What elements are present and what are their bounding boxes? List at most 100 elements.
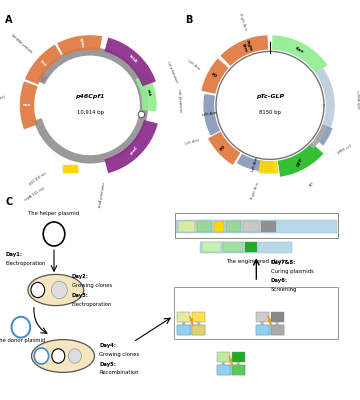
Text: exo: exo (23, 103, 31, 107)
Bar (192, 325, 205, 335)
Ellipse shape (32, 340, 94, 372)
Circle shape (138, 111, 145, 118)
Text: gfp: gfp (308, 180, 315, 187)
Text: Growing clones: Growing clones (72, 283, 112, 288)
Text: Kan: Kan (294, 46, 305, 54)
Bar (63, 166, 78, 173)
Polygon shape (237, 154, 274, 172)
Polygon shape (258, 160, 278, 174)
Text: Growing clones: Growing clones (99, 352, 139, 357)
Bar (226, 221, 241, 232)
Text: Day1:: Day1: (5, 252, 22, 257)
Polygon shape (207, 80, 211, 100)
Text: B: B (185, 15, 193, 25)
Bar (175, 213, 338, 238)
Circle shape (52, 349, 65, 363)
Polygon shape (208, 132, 240, 165)
Bar (261, 221, 276, 232)
Polygon shape (266, 42, 286, 43)
Bar (245, 242, 257, 252)
Bar (243, 221, 259, 232)
Circle shape (12, 317, 30, 338)
Text: FO: FO (211, 72, 218, 79)
Bar (192, 312, 205, 322)
Polygon shape (220, 35, 268, 66)
Bar (232, 352, 245, 362)
Polygon shape (197, 322, 201, 325)
Polygon shape (268, 166, 285, 168)
Text: Recombination: Recombination (99, 370, 139, 375)
Text: 10,914 bp: 10,914 bp (77, 110, 103, 115)
Bar (177, 325, 190, 335)
Text: Curing plasmids: Curing plasmids (271, 269, 314, 274)
Bar (232, 365, 245, 375)
Bar (177, 325, 205, 335)
Text: 8150 bp: 8150 bp (259, 110, 281, 115)
Polygon shape (182, 322, 185, 325)
Text: C: C (5, 197, 13, 207)
Bar (174, 287, 338, 339)
Polygon shape (29, 70, 36, 89)
Text: pTc-GLP: pTc-GLP (256, 94, 284, 99)
Polygon shape (104, 120, 158, 173)
Polygon shape (54, 44, 72, 53)
Text: Screening: Screening (271, 287, 297, 292)
Text: Left Arm: Left Arm (186, 58, 201, 71)
Text: p46Cpf1: p46Cpf1 (75, 94, 105, 99)
Bar (256, 312, 269, 322)
Text: cat: cat (146, 89, 152, 97)
Bar (200, 242, 292, 253)
Text: tetA: tetA (128, 54, 138, 64)
Polygon shape (25, 45, 62, 84)
Polygon shape (310, 124, 328, 149)
Bar (176, 220, 337, 233)
Polygon shape (20, 81, 37, 130)
Circle shape (51, 281, 67, 299)
Polygon shape (226, 152, 243, 163)
Circle shape (68, 349, 81, 363)
Text: Day6:: Day6: (271, 278, 288, 283)
Circle shape (43, 222, 65, 246)
Polygon shape (138, 69, 148, 86)
Polygon shape (275, 322, 279, 325)
Text: Right Arm: Right Arm (238, 12, 247, 31)
Bar (217, 352, 230, 362)
Text: pMB1-cr2: pMB1-cr2 (337, 143, 353, 154)
Bar (202, 242, 221, 252)
Text: cpf1: cpf1 (0, 95, 6, 100)
Text: Left Arm: Left Arm (251, 157, 259, 173)
Text: Left Arm: Left Arm (202, 111, 217, 117)
Polygon shape (260, 322, 264, 325)
Bar (217, 365, 230, 375)
Polygon shape (278, 143, 324, 177)
Polygon shape (308, 142, 323, 158)
Text: Day4:: Day4: (99, 343, 116, 348)
Bar (256, 325, 284, 335)
Text: repA 101 (ts): repA 101 (ts) (24, 186, 46, 202)
Text: crRNA gap: crRNA gap (355, 90, 360, 109)
Text: Day2:: Day2: (72, 274, 89, 279)
Text: The helper plasmid: The helper plasmid (28, 211, 80, 216)
Text: Right
Arm: Right Arm (240, 40, 253, 54)
Polygon shape (221, 362, 225, 365)
Polygon shape (57, 35, 102, 56)
Polygon shape (315, 124, 333, 146)
Text: Day5:: Day5: (99, 362, 116, 366)
Ellipse shape (28, 274, 84, 306)
Bar (214, 221, 224, 232)
Polygon shape (272, 35, 328, 73)
Text: Electroporation: Electroporation (72, 302, 112, 307)
Polygon shape (318, 69, 325, 79)
Bar (256, 325, 269, 335)
Circle shape (31, 282, 45, 298)
Bar (197, 221, 212, 232)
Text: Left Arm: Left Arm (184, 138, 200, 146)
Bar (177, 312, 190, 322)
Text: Day3:: Day3: (72, 293, 89, 298)
Circle shape (34, 348, 49, 364)
Text: araC: araC (130, 144, 139, 155)
Polygon shape (316, 68, 335, 128)
Polygon shape (264, 166, 279, 167)
Bar (271, 312, 284, 322)
Text: GFP: GFP (296, 158, 305, 168)
